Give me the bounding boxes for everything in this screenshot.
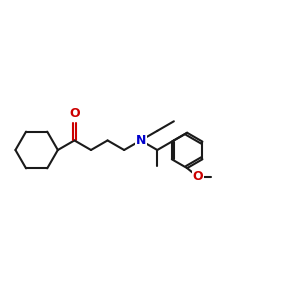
- Text: O: O: [69, 107, 80, 120]
- Text: N: N: [136, 134, 146, 147]
- Text: O: O: [192, 170, 203, 183]
